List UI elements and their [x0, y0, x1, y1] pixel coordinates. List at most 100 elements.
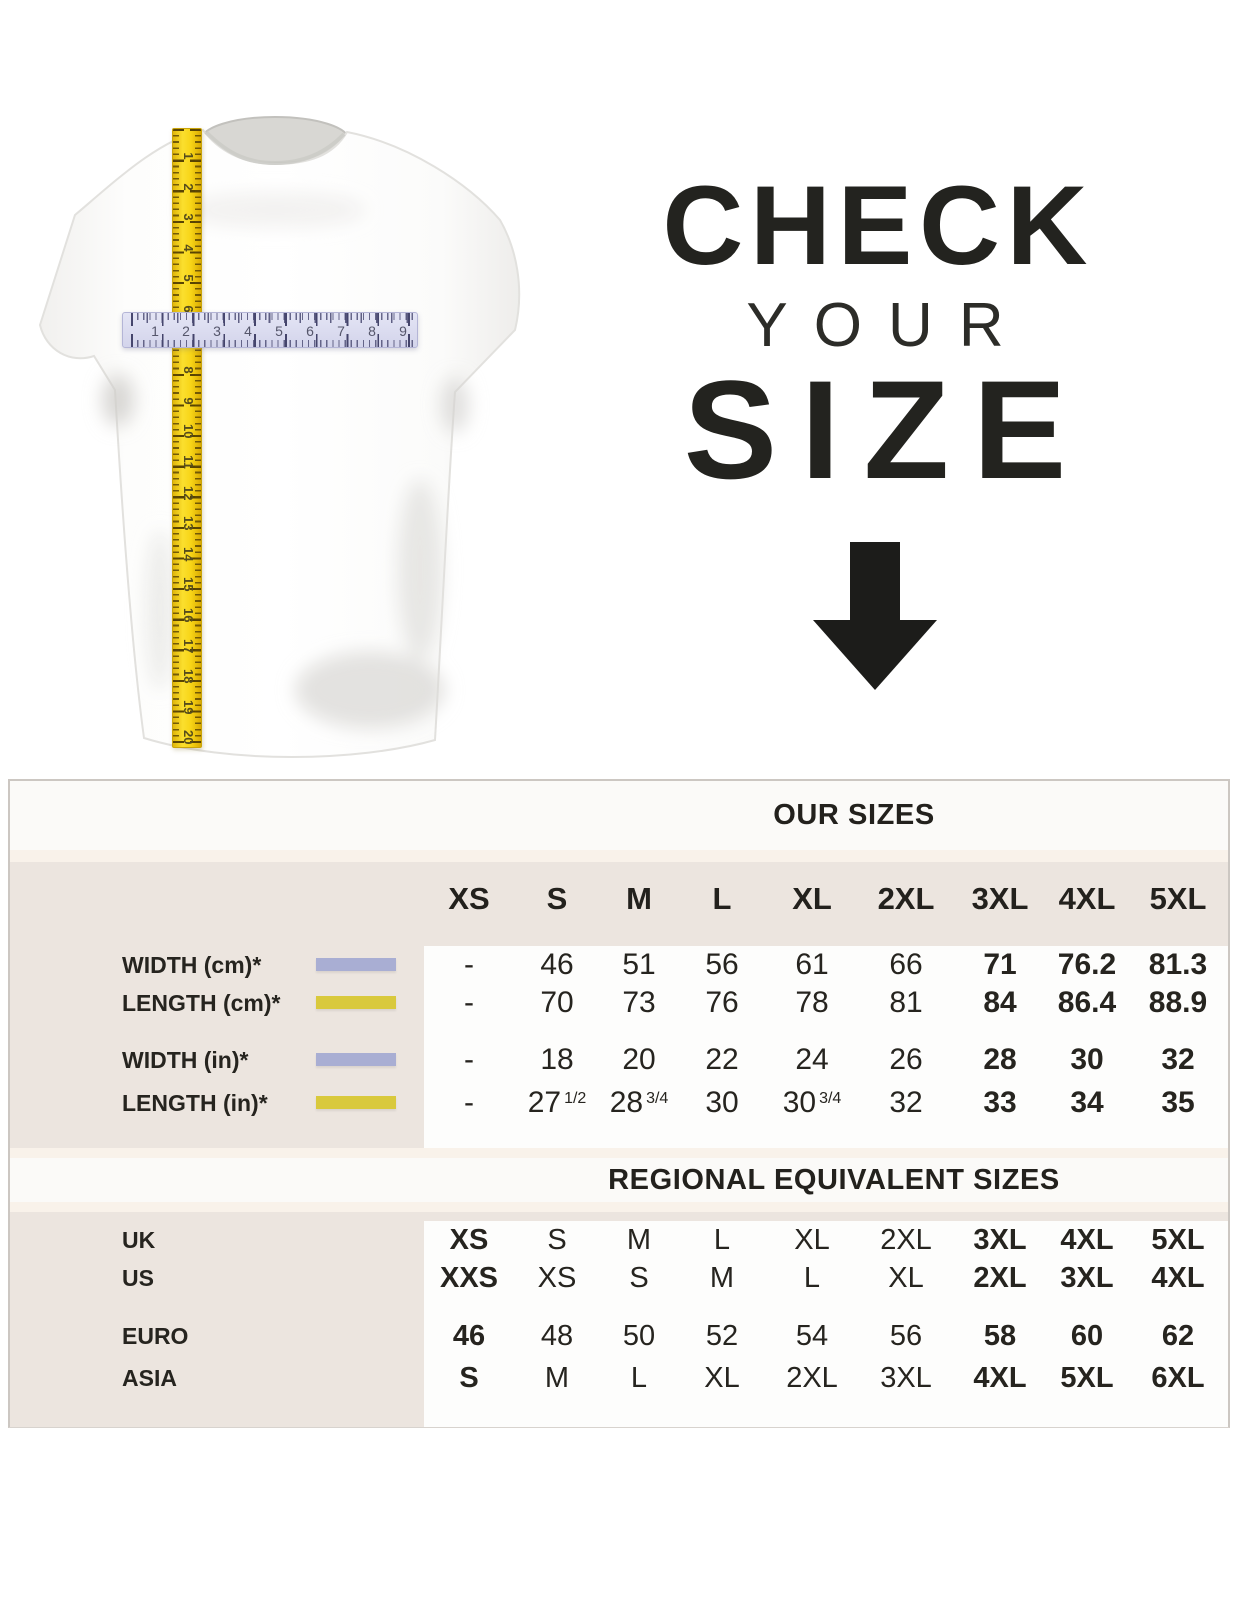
- regional-size-cell: XL: [794, 1223, 830, 1256]
- row-label: LENGTH (cm)*: [122, 989, 281, 1016]
- tape-number: 10: [181, 424, 196, 439]
- size-column-header: XL: [792, 881, 832, 916]
- size-value-cell: 51: [622, 948, 656, 981]
- tape-number: 19: [181, 699, 196, 715]
- measurement-row: LENGTH (cm)* - 70 73 76 78 81 84 86.4 88.9: [10, 984, 1228, 1022]
- size-value-cell: 32: [1161, 1043, 1195, 1076]
- size-column-header: 3XL: [971, 881, 1029, 916]
- measurement-row: LENGTH (in)* - 27 1/2 28 3/4 30 30 3/4 32 33 34 35: [10, 1084, 1228, 1122]
- heading-size: SIZE: [683, 351, 1091, 508]
- yellow-color-swatch: [316, 1096, 396, 1109]
- size-value-cell: 28: [983, 1043, 1017, 1076]
- fraction-superscript: 1/2: [564, 1090, 587, 1107]
- size-value-cell: 30 3/4: [782, 1086, 842, 1119]
- our-sizes-title: OUR SIZES: [773, 799, 935, 831]
- regional-size-cell: 62: [1161, 1319, 1195, 1352]
- size-value-cell: 81.3: [1148, 948, 1208, 981]
- size-value-cell: 30: [1070, 1043, 1104, 1076]
- size-value-cell: 78: [795, 986, 829, 1019]
- down-arrow-stem: [850, 542, 900, 622]
- size-column-header: 5XL: [1149, 881, 1207, 916]
- size-value-cell: 76: [705, 986, 739, 1019]
- lavender-color-swatch: [316, 1053, 396, 1066]
- regional-row: EURO 46 48 50 52 54 56 58 60 62: [10, 1317, 1228, 1355]
- size-value-cell: 18: [540, 1043, 574, 1076]
- region-label: UK: [122, 1226, 156, 1253]
- regional-size-cell: 4XL: [1060, 1223, 1114, 1256]
- tape-number: 13: [181, 516, 196, 531]
- regional-size-cell: 56: [889, 1319, 923, 1352]
- regional-size-cell: 2XL: [786, 1361, 838, 1394]
- regional-size-cell: XL: [888, 1261, 924, 1294]
- row-label: WIDTH (cm)*: [122, 951, 262, 978]
- size-value-cell: -: [464, 948, 474, 981]
- ruler-number: 2: [182, 323, 190, 339]
- size-value-cell: 86.4: [1057, 986, 1117, 1019]
- tape-number: 20: [181, 730, 196, 745]
- size-value-cell: 70: [540, 986, 574, 1019]
- size-value-cell: 35: [1161, 1086, 1195, 1119]
- regional-size-cell: 4XL: [973, 1361, 1027, 1394]
- regional-size-cell: 52: [705, 1319, 739, 1352]
- tshirt-collar-rib: [204, 130, 346, 166]
- regional-row: ASIA S M L XL 2XL 3XL 4XL 5XL 6XL: [10, 1359, 1228, 1397]
- size-column-header: 2XL: [877, 881, 935, 916]
- size-value-cell: 71: [983, 948, 1017, 981]
- regional-band: REGIONAL EQUIVALENT SIZES: [10, 1158, 1228, 1202]
- size-value-cell: 66: [889, 948, 923, 981]
- measurement-label-cell: WIDTH (in)*: [10, 1041, 424, 1079]
- size-value-cell: 73: [622, 986, 656, 1019]
- regional-size-cell: 3XL: [973, 1223, 1027, 1256]
- size-value-cell: 84: [983, 986, 1017, 1019]
- size-header-row: XS S M L XL 2XL 3XL 4XL 5XL: [10, 862, 1228, 936]
- regional-size-cell: L: [803, 1261, 821, 1294]
- lavender-color-swatch: [316, 958, 396, 971]
- row-label: LENGTH (in)*: [122, 1089, 268, 1116]
- size-value-cell: 24: [795, 1043, 829, 1076]
- tape-number: 2: [181, 182, 196, 191]
- tshirt-shading: [102, 192, 469, 728]
- size-value-cell: 22: [705, 1043, 739, 1076]
- tape-number: 3: [181, 213, 196, 221]
- tape-number: 4: [181, 244, 196, 252]
- measurements-section: WIDTH (cm)* -46 51 56 61 66 71 76.2 81.3 LENGTH (…: [10, 946, 1228, 1148]
- region-label-cell: ASIA: [10, 1359, 424, 1397]
- regional-size-cell: XS: [449, 1223, 489, 1256]
- size-value-cell: 33: [983, 1086, 1017, 1119]
- measurement-label-cell: LENGTH (in)*: [10, 1084, 424, 1122]
- hero-heading: CHECK YOUR SIZE: [595, 0, 1155, 700]
- down-arrow-head: [813, 620, 937, 690]
- tape-number: 16: [181, 608, 196, 623]
- size-value-cell: 61: [795, 948, 829, 981]
- size-value-cell: 20: [622, 1043, 656, 1076]
- regional-size-cell: L: [713, 1223, 731, 1256]
- yellow-color-swatch: [316, 996, 396, 1009]
- region-label-cell: EURO: [10, 1317, 424, 1355]
- regional-size-cell: XXS: [439, 1261, 499, 1294]
- size-column-header: L: [712, 881, 732, 916]
- tape-number: 18: [181, 669, 196, 684]
- region-label: EURO: [122, 1322, 189, 1349]
- fraction-superscript: 3/4: [819, 1090, 842, 1107]
- regional-size-cell: 54: [795, 1319, 829, 1352]
- regional-row: UK XS S M L XL 2XL 3XL 4XL 5XL: [10, 1221, 1228, 1259]
- size-value-cell: 26: [889, 1043, 923, 1076]
- size-value-cell: -: [464, 1043, 474, 1076]
- regional-size-cell: 46: [452, 1319, 486, 1352]
- divider-strip: [10, 1202, 1228, 1212]
- regional-size-cell: 3XL: [1060, 1261, 1114, 1294]
- regional-size-cell: S: [459, 1361, 479, 1394]
- region-label-cell: UK: [10, 1221, 424, 1259]
- regional-size-cell: M: [544, 1361, 570, 1394]
- size-value-cell: 81: [889, 986, 923, 1019]
- size-value-cell: 76.2: [1057, 948, 1117, 981]
- measurements-panel: [424, 946, 1228, 1148]
- size-value-cell: 27 1/2: [527, 1086, 587, 1119]
- regional-title: REGIONAL EQUIVALENT SIZES: [608, 1163, 1060, 1196]
- regional-size-cell: M: [626, 1223, 652, 1256]
- tape-number: 8: [181, 366, 196, 374]
- our-sizes-band: OUR SIZES: [10, 781, 1228, 850]
- tape-number: 9: [181, 397, 196, 405]
- tape-number: 11: [181, 455, 196, 469]
